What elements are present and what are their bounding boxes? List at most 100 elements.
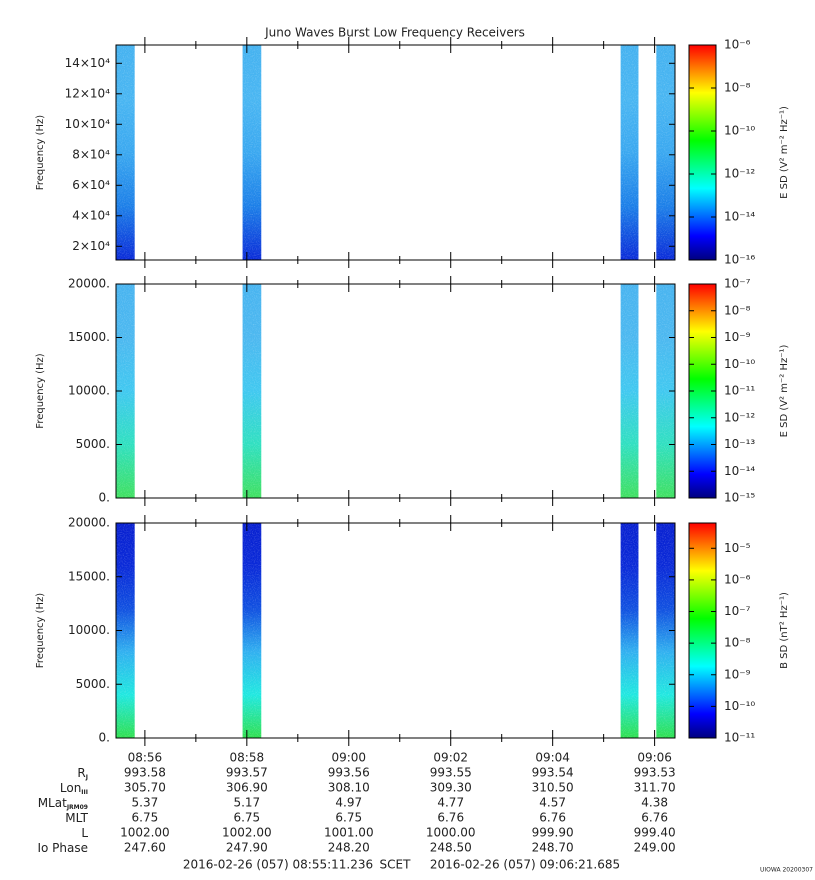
colorbar-tick-label: 10⁻¹⁵	[724, 491, 755, 505]
chart-title: Juno Waves Burst Low Frequency Receivers	[264, 26, 525, 40]
ephemeris-value: 5.17	[233, 796, 260, 810]
y-tick-label: 5000.	[76, 677, 110, 691]
burst-texture	[242, 523, 262, 738]
ephemeris-value: 993.54	[532, 766, 574, 780]
colorbar-tick-label: 10⁻⁷	[724, 277, 751, 291]
y-tick-label: 12×10⁴	[65, 86, 111, 100]
burst-texture	[656, 45, 675, 260]
ephemeris-label-sub: JRM09	[66, 804, 88, 811]
ephemeris-value: 309.30	[430, 781, 472, 795]
ephemeris-value: 1000.00	[426, 826, 476, 840]
ephemeris-value: 5.37	[132, 796, 159, 810]
colorbar-tick-label: 10⁻¹¹	[724, 731, 755, 745]
colorbar-tick-label: 10⁻¹⁰	[724, 357, 755, 371]
colorbar-tick-label: 10⁻⁹	[724, 667, 751, 681]
end-time: 2016-02-26 (057) 09:06:21.685	[430, 858, 620, 872]
ephemeris-value: 310.50	[532, 781, 574, 795]
ephemeris-label: RJ	[77, 766, 88, 781]
ephemeris-value: 1001.00	[324, 826, 374, 840]
ephemeris-value: 6.76	[641, 811, 668, 825]
ephemeris-label-text: Lon	[60, 781, 81, 795]
ephemeris-value: 999.90	[532, 826, 574, 840]
ephemeris-value: 248.70	[532, 841, 574, 855]
ephemeris-value: 4.77	[437, 796, 464, 810]
colorbar-tick-label: 10⁻⁸	[724, 636, 751, 650]
x-tick-label: 08:58	[230, 751, 265, 765]
y-tick-label: 6×10⁴	[72, 178, 110, 192]
ephemeris-value: 1002.00	[222, 826, 272, 840]
y-tick-label: 0.	[99, 731, 110, 745]
stamp: UIOWA 20200307	[760, 867, 813, 874]
y-axis-label: Frequency (Hz)	[35, 353, 46, 429]
colorbar-label: E SD (V² m⁻² Hz⁻¹)	[779, 106, 790, 199]
ephemeris-value: 311.70	[634, 781, 676, 795]
ephemeris-value: 4.57	[539, 796, 566, 810]
ephemeris-value: 6.75	[335, 811, 362, 825]
ephemeris-value: 1002.00	[120, 826, 170, 840]
y-tick-label: 8×10⁴	[72, 147, 110, 161]
colorbar-tick-label: 10⁻⁷	[724, 604, 751, 618]
colorbar	[688, 44, 717, 261]
ephemeris-label: Io Phase	[37, 841, 88, 855]
colorbar-tick-label: 10⁻⁸	[724, 303, 751, 317]
colorbar-tick-label: 10⁻¹¹	[724, 384, 755, 398]
y-axis-label: Frequency (Hz)	[35, 115, 46, 191]
burst-texture	[620, 284, 639, 498]
colorbar-tick-label: 10⁻¹⁶	[724, 253, 755, 267]
x-tick-label: 09:02	[433, 751, 468, 765]
ephemeris-label: MLatJRM09	[38, 796, 88, 811]
start-time: 2016-02-26 (057) 08:55:11.236	[183, 858, 373, 872]
ephemeris-value: 249.00	[634, 841, 676, 855]
y-tick-label: 15000.	[68, 569, 110, 583]
ephemeris-label-text: MLT	[65, 811, 88, 825]
ephemeris-value: 6.75	[132, 811, 159, 825]
y-tick-label: 10000.	[68, 384, 110, 398]
colorbar-tick-label: 10⁻¹⁴	[724, 464, 755, 478]
y-axis-label: Frequency (Hz)	[35, 593, 46, 669]
ephemeris-value: 248.50	[430, 841, 472, 855]
ephemeris-value: 247.90	[226, 841, 268, 855]
y-tick-label: 5000.	[76, 437, 110, 451]
ephemeris-value: 993.57	[226, 766, 268, 780]
colorbar-tick-label: 10⁻¹⁰	[724, 124, 755, 138]
ephemeris-value: 993.58	[124, 766, 166, 780]
colorbar-tick-label: 10⁻¹⁰	[724, 699, 755, 713]
colorbar-label: B SD (nT² Hz⁻¹)	[779, 592, 790, 669]
ephemeris-label-text: MLat	[38, 796, 67, 810]
burst-texture	[242, 284, 262, 498]
burst-texture	[242, 45, 262, 260]
ephemeris-value: 247.60	[124, 841, 166, 855]
y-tick-label: 20000.	[68, 516, 110, 530]
colorbar-tick-label: 10⁻⁵	[724, 541, 751, 555]
x-tick-label: 09:06	[637, 751, 672, 765]
y-tick-label: 0.	[99, 491, 110, 505]
ephemeris-value: 308.10	[328, 781, 370, 795]
ephemeris-value: 6.75	[233, 811, 260, 825]
ephemeris-value: 993.53	[634, 766, 676, 780]
colorbar-tick-label: 10⁻¹⁴	[724, 210, 755, 224]
ephemeris-value: 306.90	[226, 781, 268, 795]
y-tick-label: 15000.	[68, 330, 110, 344]
y-tick-label: 4×10⁴	[72, 208, 110, 222]
ephemeris-label: LonIII	[60, 781, 88, 796]
ephemeris-value: 4.97	[335, 796, 362, 810]
colorbar-tick-label: 10⁻⁸	[724, 81, 751, 95]
colorbar-tick-label: 10⁻⁶	[724, 572, 751, 586]
ephemeris-label: L	[81, 826, 88, 840]
burst-texture	[620, 45, 639, 260]
ephemeris-value: 305.70	[124, 781, 166, 795]
plot-frame	[115, 44, 676, 261]
colorbar-tick-label: 10⁻⁹	[724, 330, 751, 344]
burst-texture	[620, 523, 639, 738]
colorbar-tick-label: 10⁻¹³	[724, 437, 755, 451]
plot-frame	[115, 283, 676, 499]
ephemeris-value: 248.20	[328, 841, 370, 855]
ephemeris-label-text: R	[77, 766, 85, 780]
ephemeris-value: 4.38	[641, 796, 668, 810]
y-tick-label: 20000.	[68, 277, 110, 291]
x-tick-label: 09:04	[535, 751, 570, 765]
ephemeris-label-sub: J	[85, 774, 88, 781]
y-tick-label: 2×10⁴	[72, 239, 110, 253]
ephemeris-value: 6.76	[437, 811, 464, 825]
